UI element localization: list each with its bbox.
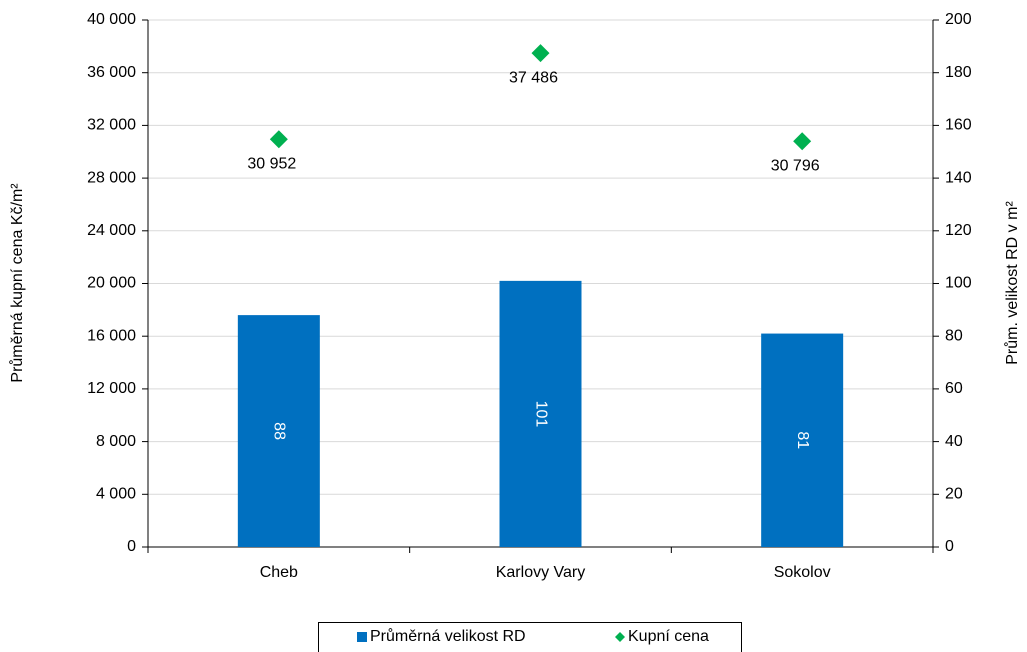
x-tick-label: Karlovy Vary xyxy=(496,564,586,581)
y-tick-label: 24 000 xyxy=(87,222,136,239)
bar-value-label: 81 xyxy=(794,431,811,449)
y2-tick-label: 160 xyxy=(945,117,972,134)
point-value-label: 30 952 xyxy=(247,155,296,172)
legend xyxy=(318,622,742,652)
y-tick-label: 0 xyxy=(127,538,136,555)
legend-swatch xyxy=(357,632,367,642)
y-tick-label: 16 000 xyxy=(87,327,136,344)
legend-label: Průměrná velikost RD xyxy=(370,627,526,645)
y-tick-label: 12 000 xyxy=(87,380,136,397)
y-tick-label: 40 000 xyxy=(87,11,136,28)
y-tick-label: 28 000 xyxy=(87,169,136,186)
y-axis-title: Průměrná kupní cena Kč/m² xyxy=(8,183,26,383)
diamond-marker xyxy=(793,132,812,151)
bar xyxy=(499,280,582,547)
y2-tick-label: 80 xyxy=(945,327,963,344)
y2-tick-label: 180 xyxy=(945,64,972,81)
y2-tick-label: 100 xyxy=(945,275,972,292)
bar-value-label: 101 xyxy=(532,401,549,428)
y-tick-label: 8 000 xyxy=(96,433,136,450)
point-value-label: 37 486 xyxy=(509,69,558,86)
y2-tick-label: 20 xyxy=(945,486,963,503)
y2-tick-label: 60 xyxy=(945,380,963,397)
y2-axis-title: Prům. velikost RD v m² xyxy=(1003,201,1021,365)
x-tick-label: Sokolov xyxy=(774,564,831,581)
y2-tick-label: 140 xyxy=(945,169,972,186)
diamond-marker xyxy=(531,44,550,63)
bar xyxy=(237,315,320,547)
y-tick-label: 20 000 xyxy=(87,275,136,292)
point-value-label: 30 796 xyxy=(771,157,820,174)
y2-tick-label: 40 xyxy=(945,433,963,450)
legend-label: Kupní cena xyxy=(628,628,709,645)
diamond-marker xyxy=(269,130,288,149)
bar xyxy=(761,333,844,547)
y2-tick-label: 200 xyxy=(945,11,972,28)
y2-tick-label: 0 xyxy=(945,538,954,555)
y-tick-label: 32 000 xyxy=(87,117,136,134)
x-tick-label: Cheb xyxy=(260,564,298,581)
y-tick-label: 4 000 xyxy=(96,486,136,503)
bar-value-label: 88 xyxy=(271,422,288,440)
y2-tick-label: 120 xyxy=(945,222,972,239)
legend-swatch xyxy=(615,632,625,642)
y-tick-label: 36 000 xyxy=(87,64,136,81)
